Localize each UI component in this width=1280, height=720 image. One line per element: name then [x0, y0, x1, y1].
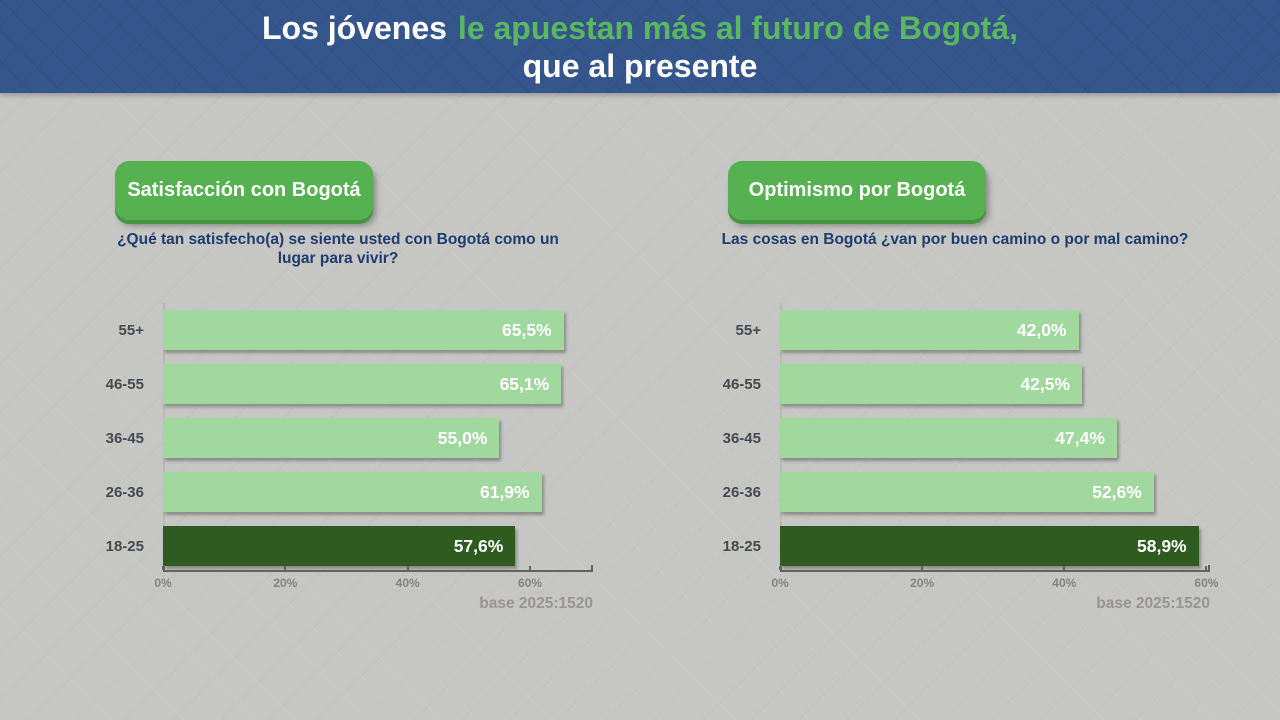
- x-axis-ticks: 0% 20% 40% 60%: [771, 572, 1218, 592]
- bar-track: 61,9%: [163, 472, 593, 512]
- axis-tick-mark: [162, 566, 164, 570]
- bar-row: 46-55 65,1%: [85, 364, 593, 404]
- category-label: 55+: [118, 321, 144, 339]
- bar-track: 58,9%: [780, 526, 1210, 566]
- bar: 52,6%: [780, 472, 1154, 512]
- optimism-panel: Optimismo por Bogotá Las cosas en Bogotá…: [640, 93, 1280, 720]
- axis-tick-label: 40%: [395, 576, 420, 590]
- axis-tick-mark: [779, 566, 781, 570]
- bar-track: 57,6%: [163, 526, 593, 566]
- category-label: 18-25: [722, 537, 761, 555]
- bar-value-label: 57,6%: [453, 536, 504, 556]
- bar-row: 26-36 61,9%: [85, 472, 593, 512]
- category-label: 26-36: [105, 483, 144, 501]
- axis-tick-mark: [284, 566, 287, 570]
- category-label: 55+: [735, 321, 761, 339]
- x-axis: [779, 565, 1210, 572]
- axis-tick-label: 60%: [517, 576, 542, 590]
- category-label: 26-36: [722, 483, 761, 501]
- bar-value-label: 61,9%: [479, 482, 530, 502]
- bar-track: 65,5%: [163, 310, 593, 350]
- base-note: base 2025:1520: [479, 595, 593, 612]
- axis-tick-label: 0%: [154, 576, 172, 590]
- bar-row: 18-25 57,6%: [85, 526, 593, 566]
- satisfaction-title-pill: Satisfacción con Bogotá: [115, 161, 373, 220]
- optimism-question: Las cosas en Bogotá ¿van por buen camino…: [721, 231, 1189, 248]
- axis-tick-mark: [921, 566, 924, 570]
- satisfaction-chart: 55+ 65,5% 46-55 65,1% 36-45 55,0% 26-36 61,9% 18…: [85, 303, 593, 613]
- bar-value-label: 65,1%: [499, 374, 550, 394]
- optimism-chart: 55+ 42,0% 46-55 42,5% 36-45 47,4% 26-36 52,6% 18…: [702, 303, 1218, 613]
- category-label: 18-25: [105, 537, 144, 555]
- axis-tick-label: 0%: [771, 576, 789, 590]
- bar-row: 46-55 42,5%: [702, 364, 1210, 404]
- bar: 65,5%: [163, 310, 564, 350]
- bar-row: 55+ 65,5%: [85, 310, 593, 350]
- base-note: base 2025:1520: [1096, 595, 1210, 612]
- bar-rows: 55+ 65,5% 46-55 65,1% 36-45 55,0% 26-36 61,9% 18…: [85, 303, 593, 569]
- x-axis: [162, 565, 593, 572]
- bar-value-label: 42,0%: [1016, 320, 1067, 340]
- bar: 47,4%: [780, 418, 1117, 458]
- bar: 65,1%: [163, 364, 562, 404]
- x-axis-ticks: 0% 20% 40% 60%: [154, 572, 593, 592]
- bar-row: 26-36 52,6%: [702, 472, 1210, 512]
- axis-tick-mark: [406, 566, 409, 570]
- bar-track: 55,0%: [163, 418, 593, 458]
- category-label: 36-45: [105, 429, 144, 447]
- optimism-title-pill: Optimismo por Bogotá: [728, 161, 986, 220]
- bar: 61,9%: [163, 472, 542, 512]
- category-label: 46-55: [722, 375, 761, 393]
- bar-row: 36-45 47,4%: [702, 418, 1210, 458]
- axis-tick-mark: [1063, 566, 1066, 570]
- title-part-white: Los jóvenes: [261, 9, 447, 46]
- title-part-green: le apuestan más al futuro de Bogotá,: [457, 9, 1019, 46]
- bar-track: 52,6%: [780, 472, 1210, 512]
- bar-row: 18-25 58,9%: [702, 526, 1210, 566]
- axis-tick-mark: [528, 566, 531, 570]
- bar-track: 47,4%: [780, 418, 1210, 458]
- bar-rows: 55+ 42,0% 46-55 42,5% 36-45 47,4% 26-36 52,6% 18…: [702, 303, 1210, 569]
- category-label: 46-55: [105, 375, 144, 393]
- bar-value-label: 52,6%: [1092, 482, 1142, 502]
- bar: 42,5%: [780, 364, 1083, 404]
- bar-row: 36-45 55,0%: [85, 418, 593, 458]
- bar-value-label: 65,5%: [502, 320, 552, 340]
- slide-title-line1: Los jóvenes le apuestan más al futuro de …: [262, 9, 1018, 47]
- bar-track: 65,1%: [163, 364, 593, 404]
- satisfaction-question: ¿Qué tan satisfecho(a) se siente usted c…: [117, 231, 559, 267]
- bar-value-label: 42,5%: [1020, 374, 1071, 394]
- axis-tick-label: 20%: [273, 576, 298, 590]
- bar-value-label: 58,9%: [1137, 536, 1187, 556]
- bar-highlighted: 57,6%: [163, 526, 516, 566]
- bar-value-label: 55,0%: [437, 428, 488, 448]
- bar-value-label: 47,4%: [1055, 428, 1105, 448]
- bar-track: 42,0%: [780, 310, 1210, 350]
- bar-track: 42,5%: [780, 364, 1210, 404]
- category-label: 36-45: [722, 429, 761, 447]
- axis-tick-mark: [1205, 566, 1208, 570]
- slide-header: Los jóvenes le apuestan más al futuro de …: [0, 0, 1280, 93]
- axis-tick-label: 40%: [1052, 576, 1077, 590]
- bar-row: 55+ 42,0%: [702, 310, 1210, 350]
- axis-tick-label: 60%: [1194, 576, 1219, 590]
- bar-highlighted: 58,9%: [780, 526, 1199, 566]
- axis-tick-label: 20%: [910, 576, 935, 590]
- bar: 42,0%: [780, 310, 1079, 350]
- bar: 55,0%: [163, 418, 500, 458]
- satisfaction-panel: Satisfacción con Bogotá ¿Qué tan satisfe…: [0, 93, 640, 720]
- slide-title-line2: que al presente: [522, 47, 758, 84]
